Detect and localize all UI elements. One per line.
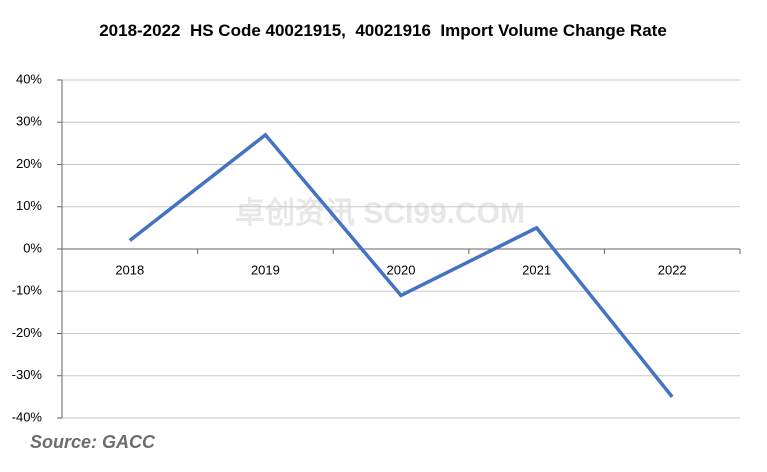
chart-title: 2018-2022 HS Code 40021915, 40021916 Imp… xyxy=(99,21,667,40)
y-tick-label: 20% xyxy=(16,156,42,171)
y-tick-label: -30% xyxy=(12,367,43,382)
data-line xyxy=(128,132,674,398)
watermark: 卓创资讯 SCI99.COM xyxy=(235,197,525,230)
y-tick-label: 10% xyxy=(16,198,42,213)
x-tick-label: 2019 xyxy=(251,262,280,277)
y-tick-label: 30% xyxy=(16,114,42,129)
source-note: Source: GACC xyxy=(30,432,156,452)
y-tick-label: -10% xyxy=(12,283,43,298)
y-tick-label: -40% xyxy=(12,409,43,424)
y-tick-label: 0% xyxy=(23,240,42,255)
x-tick-label: 2022 xyxy=(658,262,687,277)
x-tick-label: 2021 xyxy=(522,262,551,277)
x-tick-label: 2018 xyxy=(115,262,144,277)
y-tick-label: 40% xyxy=(16,71,42,86)
y-tick-label: -20% xyxy=(12,325,43,340)
x-tick-label: 2020 xyxy=(387,262,416,277)
